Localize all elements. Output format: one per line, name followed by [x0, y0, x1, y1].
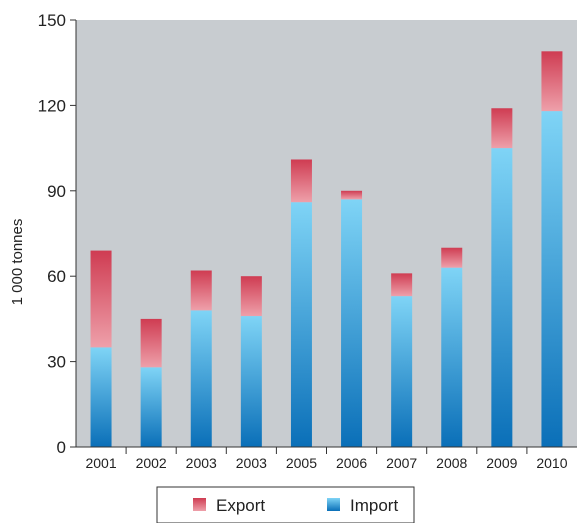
y-tick-label: 90 [47, 182, 66, 201]
bar-export [391, 273, 413, 297]
x-tick-label: 2009 [486, 455, 517, 471]
y-tick-label: 30 [47, 353, 66, 372]
y-tick-label: 0 [57, 438, 66, 457]
bar-import [240, 316, 262, 447]
bar-export [541, 51, 563, 112]
x-tick-label: 2002 [136, 455, 167, 471]
x-tick-label: 2001 [85, 455, 116, 471]
x-tick-label: 2007 [386, 455, 417, 471]
bar-export [491, 108, 513, 149]
y-tick-label: 60 [47, 267, 66, 286]
bar-export [341, 190, 363, 200]
bars-group [90, 51, 563, 448]
y-axis-title: 1 000 tonnes [9, 219, 26, 306]
bar-export [240, 276, 262, 317]
bar-import [140, 367, 162, 447]
legend-label-import: Import [350, 496, 398, 515]
legend: Export Import [156, 486, 415, 523]
bar-import [441, 267, 463, 447]
bar-import [391, 296, 413, 447]
legend-swatch-export [193, 498, 206, 511]
bar-export [90, 250, 112, 348]
bar-import [90, 347, 112, 447]
legend-swatch-import [327, 498, 340, 511]
x-tick-label: 2006 [336, 455, 367, 471]
bar-import [341, 199, 363, 447]
y-tick-label: 120 [38, 96, 66, 115]
bar-export [140, 318, 162, 368]
bar-export [290, 159, 312, 203]
x-tick-label: 2003 [236, 455, 267, 471]
legend-label-export: Export [216, 496, 265, 515]
x-tick-label: 2005 [286, 455, 317, 471]
y-axis: 0 30 60 90 120 150 [38, 11, 77, 457]
x-tick-label: 2010 [536, 455, 567, 471]
bar-import [190, 310, 212, 447]
x-axis: 2001 2002 2003 2003 2005 2006 2007 2008 2009 2010 [76, 446, 577, 471]
bar-export [190, 270, 212, 311]
bar-export [441, 247, 463, 268]
bar-import [541, 111, 563, 448]
bar-import [290, 202, 312, 447]
bar-import [491, 148, 513, 447]
x-tick-label: 2003 [186, 455, 217, 471]
y-tick-label: 150 [38, 11, 66, 30]
x-tick-label: 2008 [436, 455, 467, 471]
